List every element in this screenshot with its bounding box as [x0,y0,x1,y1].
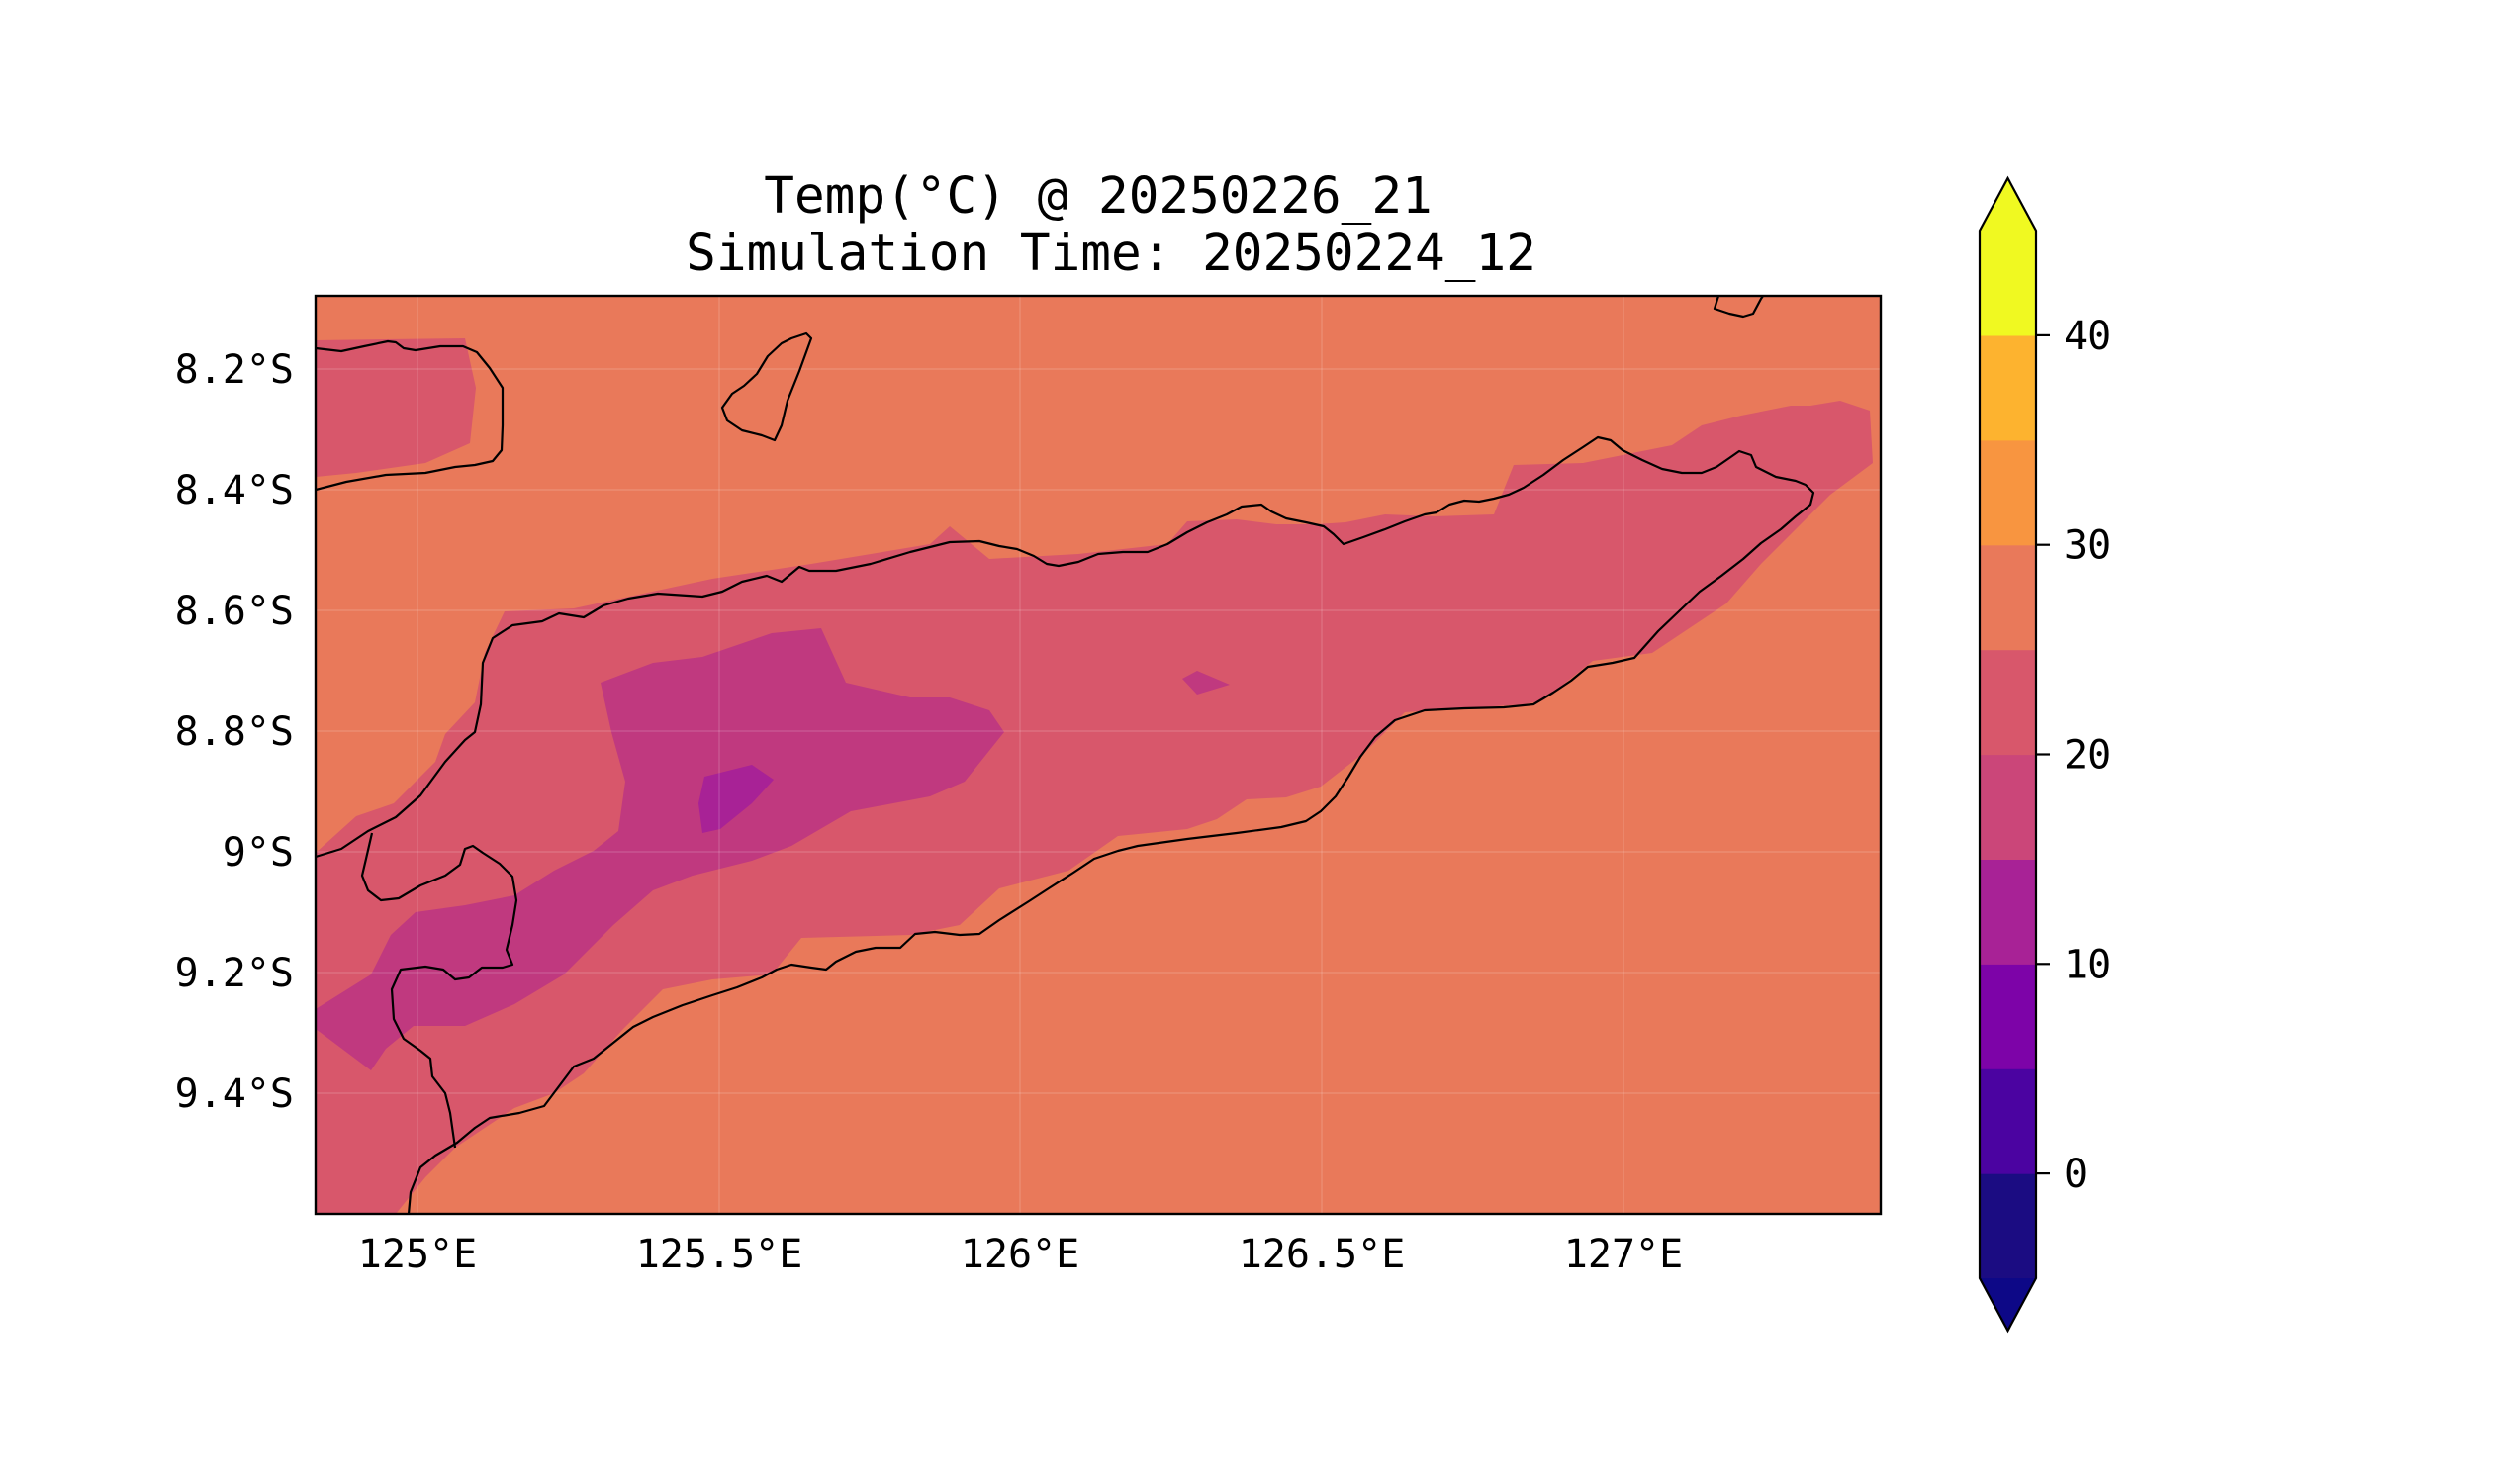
title-line-2: Simulation Time: 20250224_12 [686,225,1536,283]
colorbar-extend-over [1980,178,2036,231]
latitude-axis: 8.2°S 8.4°S 8.6°S 8.8°S 9°S 9.2°S 9.4°S [175,347,294,1117]
title-line-1: Temp(°C) @ 20250226_21 [764,167,1433,226]
lat-tick-label: 8.2°S [175,347,294,393]
map-panel [316,296,1881,1214]
colorbar-band [1980,439,2036,546]
coastline-island-top-right [1713,296,1764,319]
longitude-axis: 125°E 125.5°E 126°E 126.5°E 127°E [358,1232,1683,1277]
lon-tick-label: 126.5°E [1239,1232,1406,1277]
map-frame [314,294,1883,1216]
temperature-15-20-region [316,628,1004,1070]
lon-tick-label: 125°E [358,1232,477,1277]
colorbar-tick-label: 0 [2064,1152,2087,1197]
temperature-10-15-region [698,765,774,833]
colorbar-band [1980,754,2036,860]
temperature-15-20-spot [1182,671,1230,695]
lon-tick-label: 125.5°E [636,1232,803,1277]
coastline-oecusse [360,832,518,1149]
colorbar-tick-label: 40 [2064,314,2111,359]
colorbar-band [1980,859,2036,965]
coastline-atauro [720,331,813,442]
colorbar: 0 10 20 30 40 [1978,175,2111,1334]
lat-tick-label: 9.2°S [175,951,294,996]
colorbar-tick-label: 20 [2064,733,2111,779]
colorbar-band [1980,964,2036,1069]
colorbar-band [1980,231,2036,336]
colorbar-outline [1978,175,2038,1334]
lat-tick-label: 9°S [223,830,294,876]
colorbar-tick-label: 30 [2064,523,2111,569]
lon-tick-label: 127°E [1564,1232,1683,1277]
colorbar-band [1980,649,2036,756]
colorbar-tick-label: 10 [2064,942,2111,987]
colorbar-band [1980,334,2036,441]
colorbar-extend-under [1980,1278,2036,1331]
coastline-timor [316,435,1815,1214]
colorbar-band [1980,1068,2036,1174]
lat-tick-label: 8.6°S [175,589,294,634]
coastline-wetar [316,339,505,492]
lat-tick-label: 9.4°S [175,1071,294,1117]
lat-tick-label: 8.8°S [175,709,294,755]
temperature-20-25-region [316,401,1873,1214]
gridlines [316,296,1881,1214]
coastlines [316,296,1815,1214]
colorbar-band [1980,1173,2036,1279]
lon-tick-label: 126°E [961,1232,1079,1277]
lat-tick-label: 8.4°S [175,468,294,513]
temperature-20-25-region-wetar [316,338,476,477]
colorbar-band [1980,544,2036,651]
